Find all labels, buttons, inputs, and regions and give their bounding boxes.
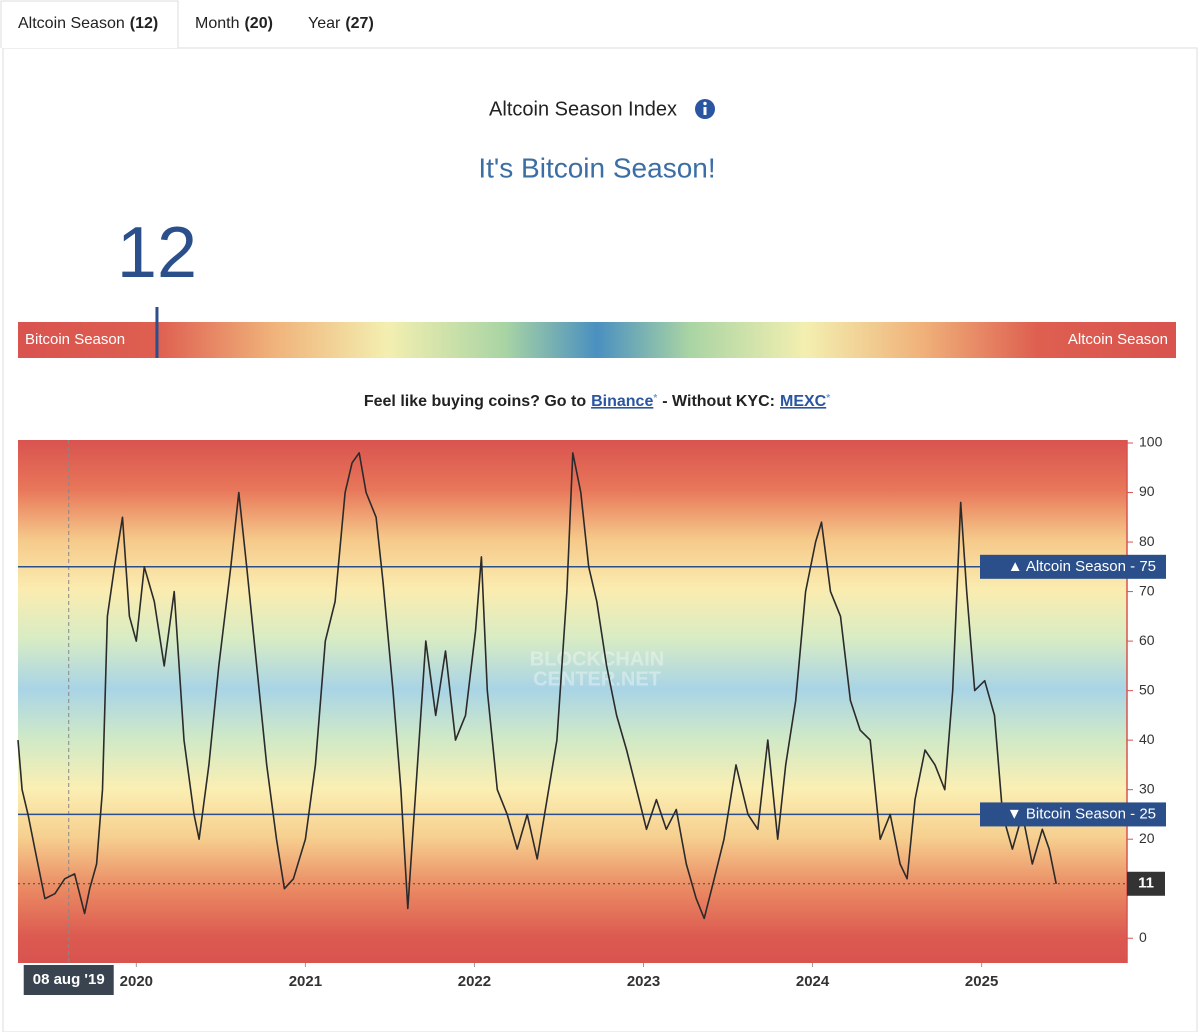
reference-label: ▲ Altcoin Season - 75	[1008, 558, 1156, 575]
gauge-left-label: Bitcoin Season	[25, 331, 125, 348]
reference-label: ▼ Bitcoin Season - 25	[1007, 805, 1156, 822]
tab-count: (12)	[130, 15, 158, 32]
gauge: 12	[117, 213, 197, 358]
watermark: CENTER.NET	[533, 668, 661, 690]
gauge-right-label: Altcoin Season	[1068, 331, 1168, 348]
reference-label-box	[980, 802, 1166, 827]
y-tick-label: 20	[1139, 830, 1155, 846]
active-tab	[0, 0, 179, 48]
reference-label-box	[980, 554, 1166, 579]
footnote-mark: *	[826, 393, 830, 404]
promo-line: Feel like buying coins? Go to Binance* - W…	[364, 393, 830, 411]
y-tick-label: 80	[1139, 533, 1155, 549]
y-tick-label: 30	[1139, 780, 1155, 796]
content-border	[2, 47, 1198, 1032]
chart-background	[18, 440, 1127, 963]
gauge-bar	[18, 322, 1176, 358]
y-tick-label: 100	[1139, 434, 1163, 450]
tab-label: Altcoin Season	[18, 15, 125, 32]
footnote-mark: *	[653, 393, 657, 404]
headline: It's Bitcoin Season!	[478, 152, 715, 183]
current-label-box	[1127, 871, 1165, 896]
index-line	[17, 452, 1057, 920]
crosshair-label-box	[23, 965, 114, 995]
tab[interactable]: Altcoin Season (12)	[18, 15, 158, 32]
tab-count: (27)	[345, 15, 373, 32]
y-tick-label: 90	[1139, 483, 1155, 499]
y-tick-label: 50	[1139, 681, 1155, 697]
tab[interactable]: Year (27)	[308, 15, 374, 32]
info-icon-dot	[703, 101, 707, 106]
x-tick-label: 2020	[120, 973, 153, 990]
info-icon-bar	[703, 107, 707, 115]
tab-count: (20)	[244, 15, 272, 32]
x-tick-label: 2023	[627, 973, 660, 990]
y-tick-label: 70	[1139, 582, 1155, 598]
index-title: Altcoin Season Index	[489, 98, 677, 120]
chart: BLOCKCHAINCENTER.NET01020304050607080901…	[17, 434, 1166, 995]
x-tick-label: 2022	[458, 973, 491, 990]
current-label: 11	[1138, 875, 1154, 892]
gauge-marker	[155, 307, 159, 358]
x-tick-label: 2021	[289, 973, 322, 990]
tab-label: Year	[308, 15, 341, 32]
y-tick-label: 60	[1139, 632, 1155, 648]
promo-middle: - Without KYC:	[662, 393, 775, 410]
binance-link[interactable]: Binance	[591, 393, 653, 410]
x-tick-label: 2025	[965, 973, 998, 990]
gauge-value: 12	[117, 213, 197, 293]
y-tick-label: 0	[1139, 929, 1147, 945]
tab[interactable]: Month (20)	[195, 15, 273, 32]
mexc-link[interactable]: MEXC	[780, 393, 827, 410]
x-tick-label: 2024	[796, 973, 830, 990]
crosshair-label: 08 aug '19	[33, 971, 105, 988]
y-tick-label: 40	[1139, 731, 1155, 747]
tab-label: Month	[195, 15, 239, 32]
tab-bar: Altcoin Season (12) Month (20) Year (27)	[18, 15, 374, 32]
promo-text: Feel like buying coins? Go to	[364, 393, 586, 410]
watermark: BLOCKCHAIN	[530, 648, 664, 670]
